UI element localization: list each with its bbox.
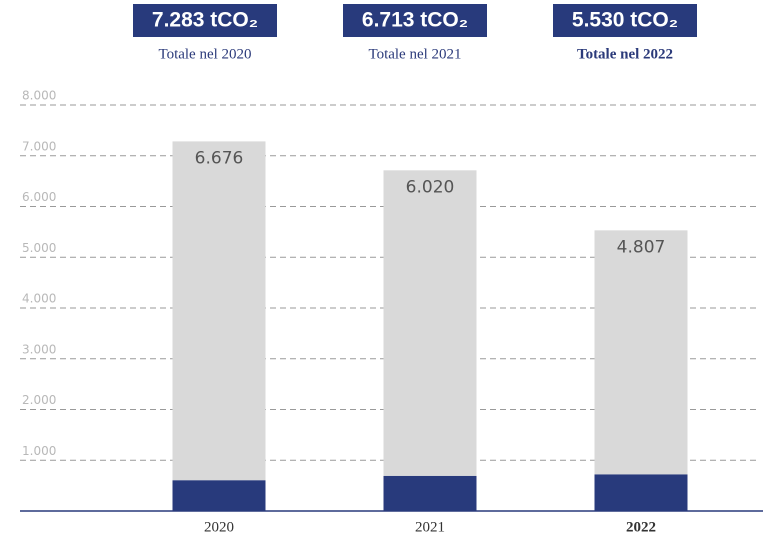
x-tick-label: 2020 — [204, 519, 234, 535]
y-tick-label: 2.000 — [22, 393, 56, 407]
total-box — [343, 4, 487, 37]
y-tick-label: 7.000 — [22, 139, 56, 153]
value-label: 6.020 — [406, 177, 455, 197]
y-tick-label: 8.000 — [22, 89, 56, 103]
total-label: 5.530 tCO₂ — [572, 9, 678, 32]
total-box — [133, 4, 277, 37]
bar-segment — [594, 230, 688, 475]
total-box — [553, 4, 697, 37]
total-caption: Totale nel 2022 — [577, 46, 673, 62]
bar-segment — [594, 474, 688, 511]
total-label: 7.283 tCO₂ — [152, 9, 258, 32]
total-label: 6.713 tCO₂ — [362, 9, 468, 32]
y-tick-label: 3.000 — [22, 342, 56, 356]
value-label: 4.807 — [617, 237, 666, 257]
total-caption: Totale nel 2021 — [368, 46, 461, 62]
y-tick-label: 1.000 — [22, 444, 56, 458]
y-tick-label: 5.000 — [22, 241, 56, 255]
x-tick-label: 2022 — [626, 519, 656, 535]
bar-segment — [172, 480, 266, 511]
value-label: 6.676 — [195, 148, 244, 168]
y-tick-label: 6.000 — [22, 190, 56, 204]
bar-segment — [383, 475, 477, 511]
bar-segment — [383, 170, 477, 476]
total-caption: Totale nel 2020 — [158, 46, 251, 62]
x-tick-label: 2021 — [415, 519, 445, 535]
y-tick-label: 4.000 — [22, 292, 56, 306]
bar-segment — [172, 141, 266, 481]
